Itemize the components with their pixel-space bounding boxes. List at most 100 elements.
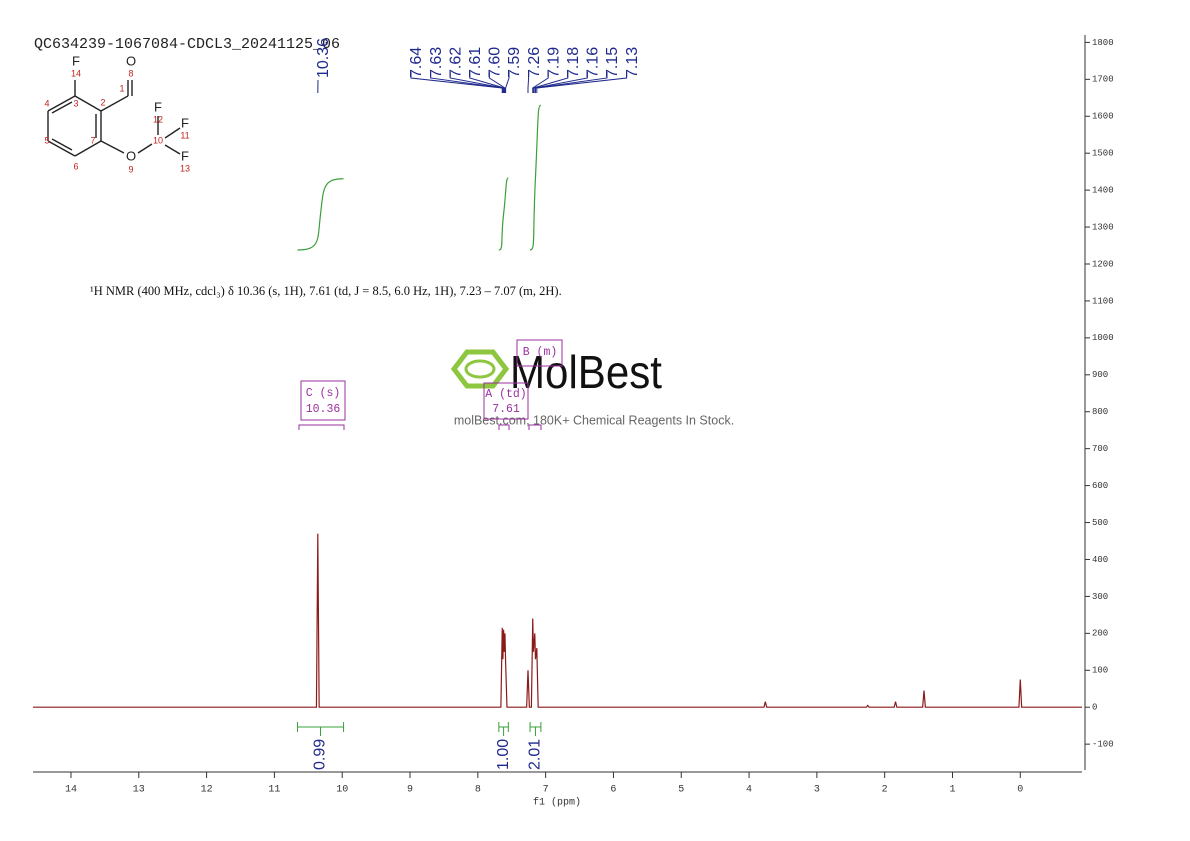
peak-label: 7.18: [565, 47, 582, 78]
molecule-labels: F 14 O 8 1 3 2 4 5 6 7 F 12 11 F 10 O 9 …: [44, 53, 190, 174]
multiplet-shift: 10.36: [306, 403, 341, 416]
peak-connector: [469, 72, 505, 93]
y-tick-label: 400: [1092, 555, 1108, 565]
x-tick-label: 11: [268, 785, 280, 796]
integral-curve: [297, 178, 344, 251]
x-axis-label: f1 (ppm): [533, 797, 581, 809]
atom-number: 9: [128, 164, 133, 174]
atom-number: 1: [119, 83, 124, 93]
y-tick-label: 1700: [1092, 75, 1114, 85]
multiplet-shift: 7.61: [492, 403, 520, 416]
y-tick-label: -100: [1092, 740, 1114, 750]
x-tick-label: 13: [133, 785, 145, 796]
peak-label: 7.13: [624, 47, 641, 78]
peak-label: 7.64: [408, 47, 425, 78]
atom-number: 12: [153, 114, 163, 124]
multiplet-labels: C (s) 10.36 A (td) 7.61 B (m): [306, 346, 558, 416]
nmr-description: ¹H NMR (400 MHz, cdcl₃) δ 10.36 (s, 1H),…: [90, 284, 562, 298]
peak-connector: [430, 72, 504, 93]
peak-label: 7.61: [467, 47, 484, 78]
atom-symbol: F: [72, 53, 80, 68]
atom-number: 11: [180, 130, 189, 140]
atom-number: 10: [153, 135, 163, 145]
multiplet-box: [516, 339, 563, 367]
y-tick-label: 500: [1092, 518, 1108, 528]
x-tick-label: 9: [407, 785, 413, 796]
peak-connector: [534, 72, 608, 93]
x-tick-label: 6: [610, 785, 616, 796]
atom-number: 6: [73, 161, 78, 171]
multiplet-name: C (s): [306, 387, 341, 400]
x-tick-label: 2: [882, 785, 888, 796]
multiplet-box: [300, 380, 346, 421]
integral-curve: [529, 104, 542, 251]
y-tick-label: 100: [1092, 666, 1108, 676]
x-tick-label: 0: [1017, 785, 1023, 796]
x-tick-label: 4: [746, 785, 752, 796]
y-tick-label: 0: [1092, 703, 1097, 713]
multiplet-bracket: [498, 424, 510, 430]
integral-label: 0.99: [312, 739, 329, 770]
y-tick-label: 1000: [1092, 333, 1114, 343]
atom-symbol: F: [181, 148, 189, 163]
y-tick-label: 1300: [1092, 222, 1114, 232]
atom-number: 8: [128, 68, 133, 78]
integral-label: 2.01: [527, 739, 544, 770]
x-tick-label: 1: [949, 785, 955, 796]
spectrum-line: [33, 533, 1082, 708]
peak-connector: [527, 72, 530, 93]
logo-ring: [464, 359, 496, 379]
integral-bracket: [296, 722, 345, 736]
atom-symbol: O: [126, 148, 136, 163]
multiplet-name: B (m): [523, 346, 558, 359]
y-tick-label: 300: [1092, 592, 1108, 602]
integral-bracket: [498, 722, 509, 736]
atom-number: 4: [44, 98, 49, 108]
x-tick-label: 7: [543, 785, 549, 796]
peak-connector: [449, 72, 505, 93]
peak-connector: [532, 72, 569, 93]
integral-label: 1.00: [495, 739, 512, 770]
peak-label: 7.26: [526, 47, 543, 78]
peak-label: 7.19: [545, 47, 562, 78]
peak-label: 7.16: [585, 47, 602, 78]
peak-connector: [505, 72, 510, 93]
peak-label: 7.62: [447, 47, 464, 78]
y-tick-label: 1500: [1092, 149, 1114, 159]
atom-symbol: F: [154, 99, 162, 114]
chart-title: QC634239-1067084-CDCL3_20241125_06: [34, 36, 340, 53]
peak-connector: [488, 72, 506, 93]
x-tick-label: 10: [336, 785, 348, 796]
multiplet-name: A (td): [485, 388, 526, 401]
atom-number: 5: [44, 135, 49, 145]
axes: f1 (ppm): [33, 35, 1086, 809]
peak-connector: [536, 72, 628, 93]
atom-number: 13: [180, 163, 190, 173]
y-tick-label: 200: [1092, 629, 1108, 639]
x-tick-label: 12: [201, 785, 213, 796]
peak-connector: [410, 72, 503, 93]
peak-label: 7.63: [428, 47, 445, 78]
y-tick-label: 800: [1092, 407, 1108, 417]
y-tick-label: 1100: [1092, 296, 1114, 306]
atom-number: 7: [90, 135, 95, 145]
y-tick-label: 900: [1092, 370, 1108, 380]
peak-connector: [534, 72, 588, 93]
y-tick-label: 1600: [1092, 112, 1114, 122]
logo-hexagon: [450, 349, 510, 389]
peak-label: 7.59: [506, 47, 523, 78]
watermark-tagline: molBest.com, 180K+ Chemical Reagents In …: [454, 413, 734, 427]
atom-number: 3: [73, 98, 78, 108]
atom-symbol: O: [126, 53, 136, 68]
x-tick-label: 5: [678, 785, 684, 796]
y-tick-label: 1400: [1092, 186, 1114, 196]
y-tick-label: 700: [1092, 444, 1108, 454]
logo-text: MolBest: [510, 346, 662, 398]
multiplet-bracket: [298, 424, 345, 430]
x-tick-label: 3: [814, 785, 820, 796]
y-tick-label: 1200: [1092, 259, 1114, 269]
atom-number: 2: [100, 97, 105, 107]
multiplet-bracket: [528, 424, 542, 430]
